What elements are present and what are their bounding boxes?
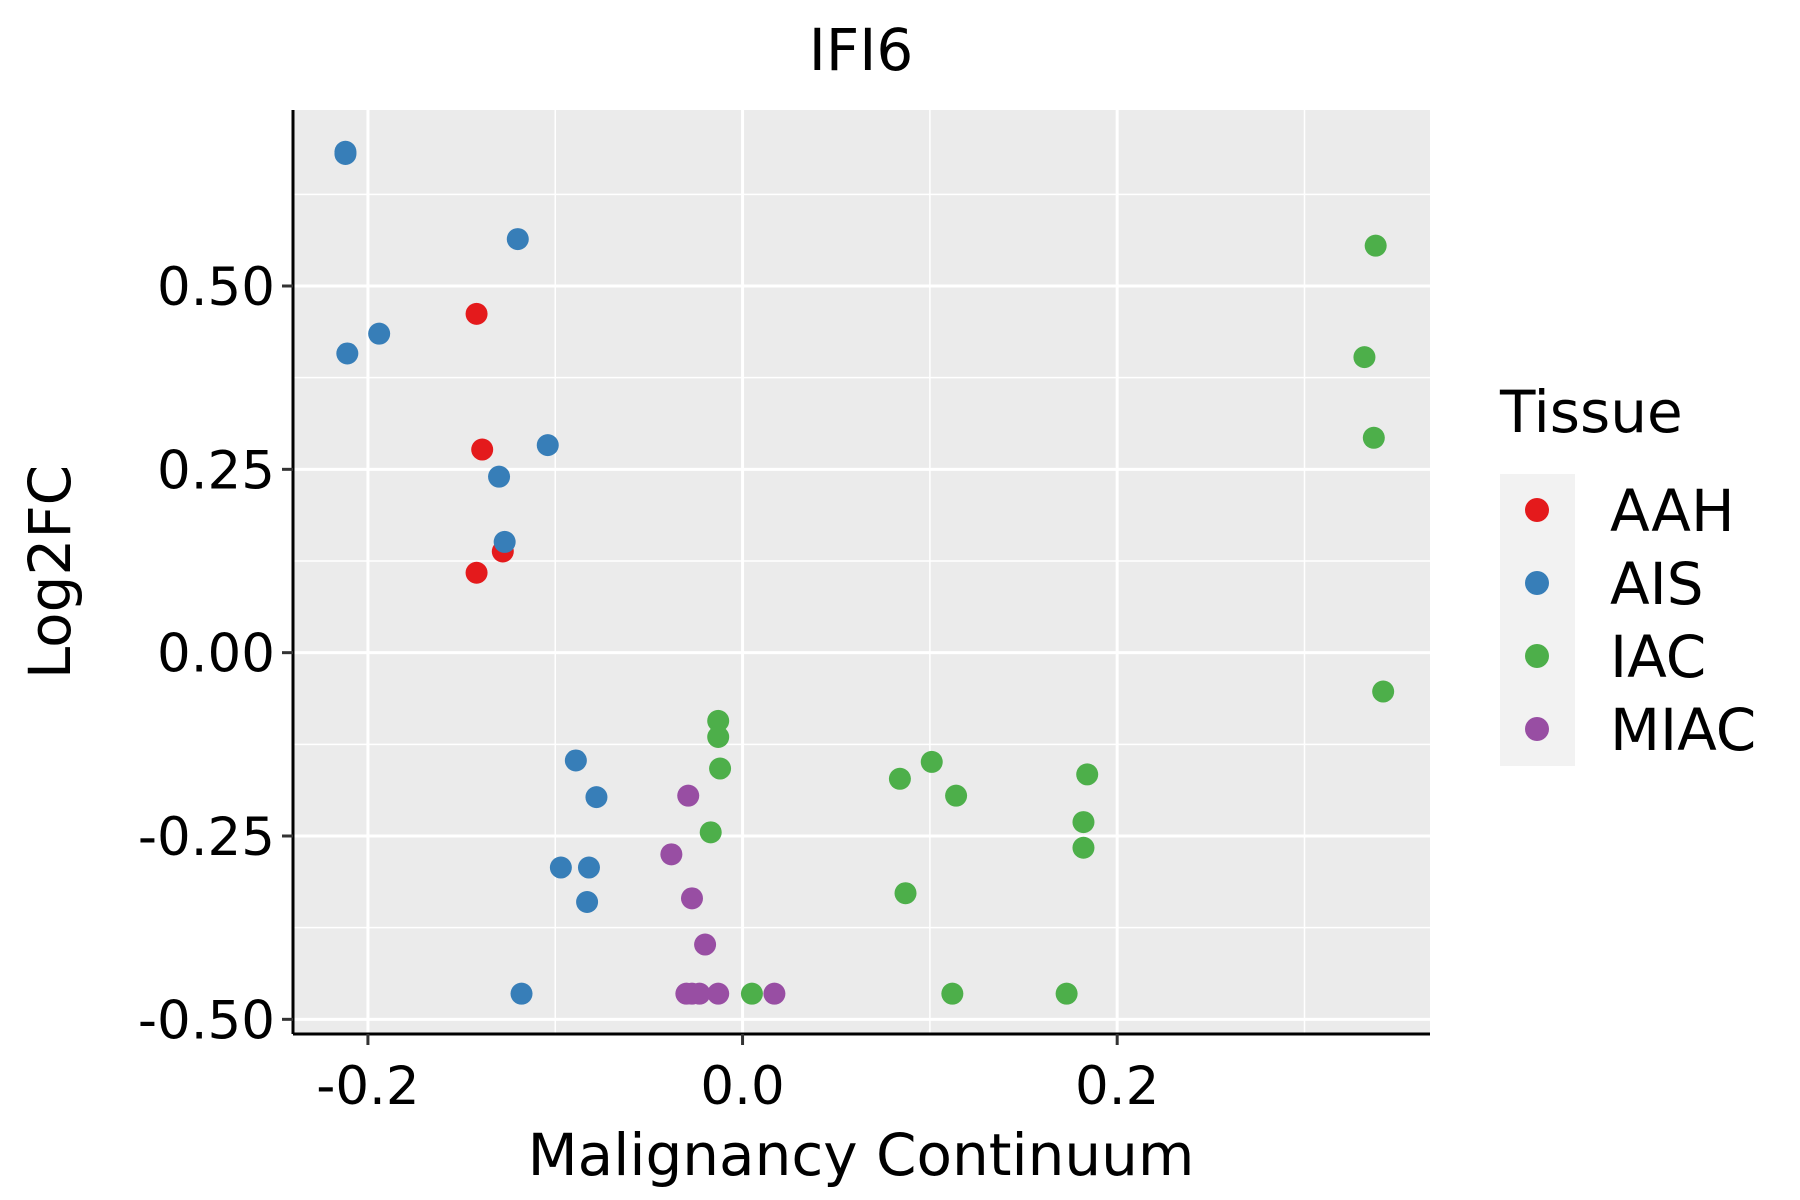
data-point: [576, 891, 599, 913]
legend-key-aah: [1525, 498, 1549, 522]
legend-title: Tissue: [1499, 378, 1683, 446]
data-point: [680, 887, 703, 910]
data-point: [577, 856, 600, 879]
data-points: [334, 140, 1395, 1005]
major-gridlines: [293, 110, 1430, 1034]
data-point: [1076, 763, 1099, 786]
data-point: [549, 856, 572, 879]
data-point: [510, 982, 533, 1005]
minor-gridlines: [293, 110, 1430, 1034]
data-point: [660, 843, 683, 866]
data-point: [465, 302, 488, 325]
data-point: [336, 342, 359, 365]
data-point: [1372, 680, 1395, 703]
data-point: [1055, 982, 1078, 1005]
data-point: [1072, 836, 1095, 859]
data-point: [493, 530, 516, 553]
data-point: [894, 882, 917, 905]
data-point: [1072, 811, 1095, 834]
data-point: [709, 757, 732, 780]
y-tick-label: 0.00: [157, 624, 275, 685]
data-point: [564, 749, 587, 772]
y-tick-label: -0.50: [138, 990, 275, 1051]
data-point: [707, 982, 730, 1005]
data-point: [888, 767, 911, 790]
data-point: [694, 933, 717, 956]
x-tick-label: 0.0: [700, 1056, 784, 1117]
x-axis-ticks: -0.2 0.0 0.2: [316, 1034, 1159, 1117]
data-point: [1362, 426, 1385, 449]
data-point: [920, 750, 943, 773]
x-tick-label: 0.2: [1075, 1056, 1159, 1117]
series-iac: [699, 234, 1395, 1005]
data-point: [707, 709, 730, 732]
chart-title: IFI6: [809, 16, 913, 84]
x-axis-title: Malignancy Continuum: [528, 1121, 1195, 1189]
data-point: [471, 438, 494, 461]
legend-key-ais: [1525, 571, 1549, 595]
data-point: [1353, 346, 1376, 369]
data-point: [368, 322, 391, 345]
data-point: [536, 434, 559, 457]
y-tick-label: 0.50: [157, 257, 275, 318]
data-point: [740, 982, 763, 1005]
data-point: [334, 143, 357, 165]
legend-key-iac: [1525, 644, 1549, 668]
legend-key-miac: [1525, 717, 1549, 741]
data-point: [763, 982, 786, 1005]
y-axis-ticks: -0.50 -0.25 0.00 0.25 0.50: [138, 257, 293, 1051]
series-miac: [660, 784, 786, 1005]
data-point: [506, 228, 529, 251]
legend-label-iac: IAC: [1610, 623, 1706, 691]
legend-label-miac: MIAC: [1610, 696, 1756, 764]
data-point: [941, 982, 964, 1005]
data-point: [688, 982, 711, 1005]
y-axis-title: Log2FC: [16, 465, 84, 679]
y-tick-label: -0.25: [138, 807, 275, 868]
data-point: [707, 726, 730, 748]
data-point: [488, 465, 511, 488]
legend-label-aah: AAH: [1610, 477, 1735, 545]
series-ais: [334, 140, 608, 1005]
data-point: [677, 784, 700, 807]
data-point: [1364, 234, 1387, 257]
data-point: [465, 561, 488, 584]
y-tick-label: 0.25: [157, 440, 275, 501]
data-point: [699, 821, 722, 844]
x-tick-label: -0.2: [316, 1056, 419, 1117]
data-point: [945, 784, 968, 807]
plot-panel: [293, 110, 1430, 1034]
data-point: [585, 786, 608, 809]
legend-label-ais: AIS: [1610, 550, 1704, 618]
